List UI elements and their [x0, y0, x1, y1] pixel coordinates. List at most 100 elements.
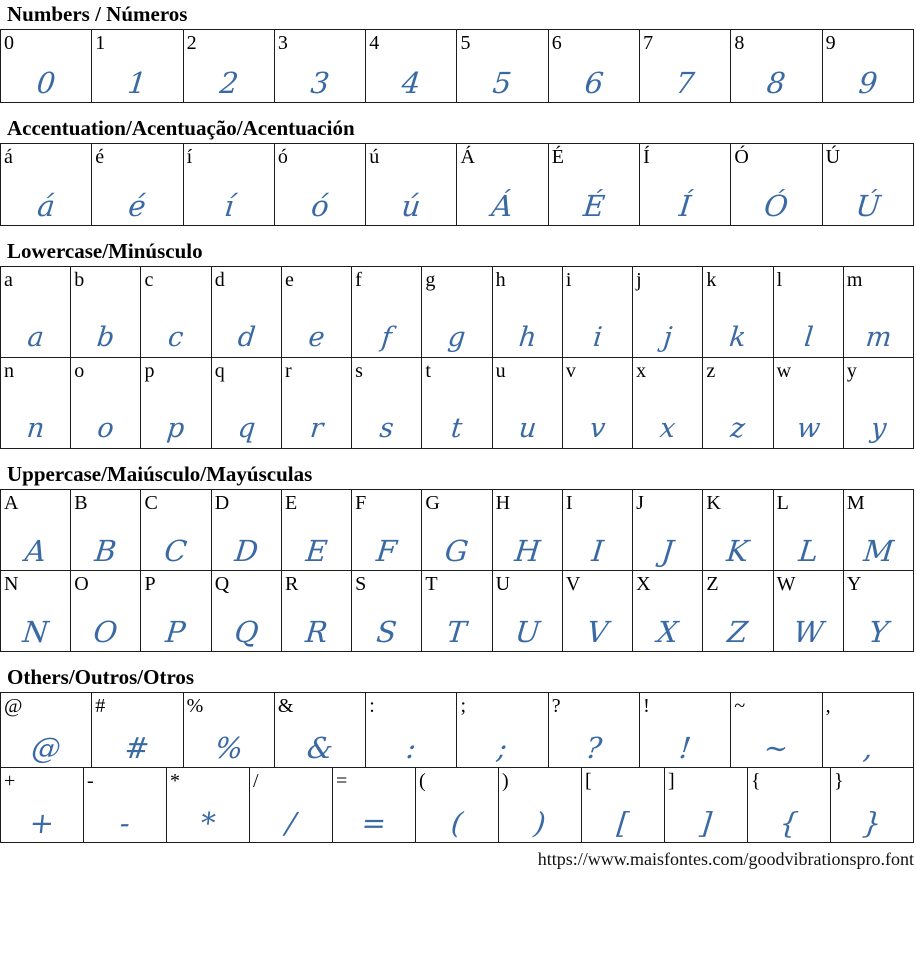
section-lowercase: Lowercase/Minúsculo a a b b c c d d e e f f g g h h i i j j k… — [0, 239, 916, 449]
glyph-cell: [[ — [582, 768, 665, 843]
cell-script-glyph: Ú — [853, 189, 882, 223]
cell-character-label: y — [846, 360, 857, 382]
cell-character-label: a — [4, 269, 13, 291]
cell-character-label: Q — [214, 573, 230, 595]
cell-script-glyph: @ — [29, 731, 63, 765]
glyph-cell: {{ — [748, 768, 831, 843]
cell-script-glyph: S — [375, 615, 399, 649]
cell-script-glyph: w — [795, 413, 822, 444]
cell-character-label: 0 — [4, 32, 14, 54]
cell-character-label: : — [369, 695, 375, 717]
section-title: Others/Outros/Otros — [7, 665, 195, 689]
glyph-cell: %% — [183, 693, 275, 768]
cell-script-glyph: f — [380, 322, 394, 353]
section-title: Lowercase/Minúsculo — [7, 239, 203, 263]
cell-character-label: b — [74, 269, 85, 291]
cell-character-label: ó — [277, 146, 288, 168]
cell-character-label: , — [825, 695, 831, 717]
cell-script-glyph: # — [123, 731, 152, 765]
cell-character-label: 5 — [460, 32, 471, 54]
cell-script-glyph: ] — [698, 806, 714, 840]
cell-character-label: K — [706, 492, 721, 514]
cell-character-label: L — [776, 492, 789, 514]
cell-script-glyph: p — [165, 413, 187, 444]
glyph-cell: * * — [167, 768, 250, 843]
glyph-cell: @ @ — [1, 693, 93, 768]
cell-script-glyph: ) — [532, 806, 548, 840]
cell-script-glyph: = — [360, 806, 388, 840]
cell-script-glyph: L — [796, 534, 820, 568]
cell-script-glyph: W — [791, 615, 825, 649]
cell-character-label: D — [214, 492, 230, 514]
cell-character-label: S — [355, 573, 367, 595]
cell-script-glyph: E — [304, 534, 329, 568]
cell-character-label: ) — [502, 770, 509, 792]
cell-script-glyph: - — [118, 806, 132, 840]
cell-script-glyph: A — [23, 534, 48, 568]
cell-script-glyph: i — [591, 322, 604, 353]
cell-script-glyph: c — [166, 322, 186, 353]
cell-character-label: n — [4, 360, 14, 382]
cell-script-glyph: M — [861, 534, 896, 568]
cell-character-label: O — [74, 573, 89, 595]
cell-script-glyph: l — [802, 322, 815, 353]
cell-character-label: 9 — [825, 32, 836, 54]
cell-script-glyph: é — [127, 189, 148, 223]
cell-character-label: = — [336, 770, 348, 792]
glyph-cell: ]] — [665, 768, 748, 843]
cell-script-glyph: n — [25, 413, 46, 444]
cell-character-label: l — [776, 269, 783, 291]
glyph-cell: & & — [274, 693, 367, 768]
glyph-cell: ?? — [548, 693, 641, 768]
cell-character-label: X — [636, 573, 651, 595]
cell-script-glyph: Y — [867, 615, 890, 649]
cell-character-label: ; — [460, 695, 467, 717]
cell-character-label: t — [425, 360, 431, 382]
cell-script-glyph: 0 — [35, 66, 58, 100]
cell-script-glyph: s — [378, 413, 396, 444]
cell-character-label: & — [277, 695, 294, 717]
cell-script-glyph: + — [28, 806, 56, 840]
cell-script-glyph: F — [374, 534, 399, 568]
cell-script-glyph: * — [198, 806, 218, 840]
cell-script-glyph: B — [93, 534, 119, 568]
cell-character-label: M — [846, 492, 865, 514]
cell-script-glyph: a — [25, 322, 46, 353]
glyph-table-row: @ @ # #%% & &::;;??!! ~ ~,, — [1, 693, 914, 768]
section-title: Accentuation/Acentuação/Acentuación — [7, 116, 355, 140]
cell-script-glyph: C — [163, 534, 189, 568]
cell-script-glyph: ; — [495, 731, 510, 765]
